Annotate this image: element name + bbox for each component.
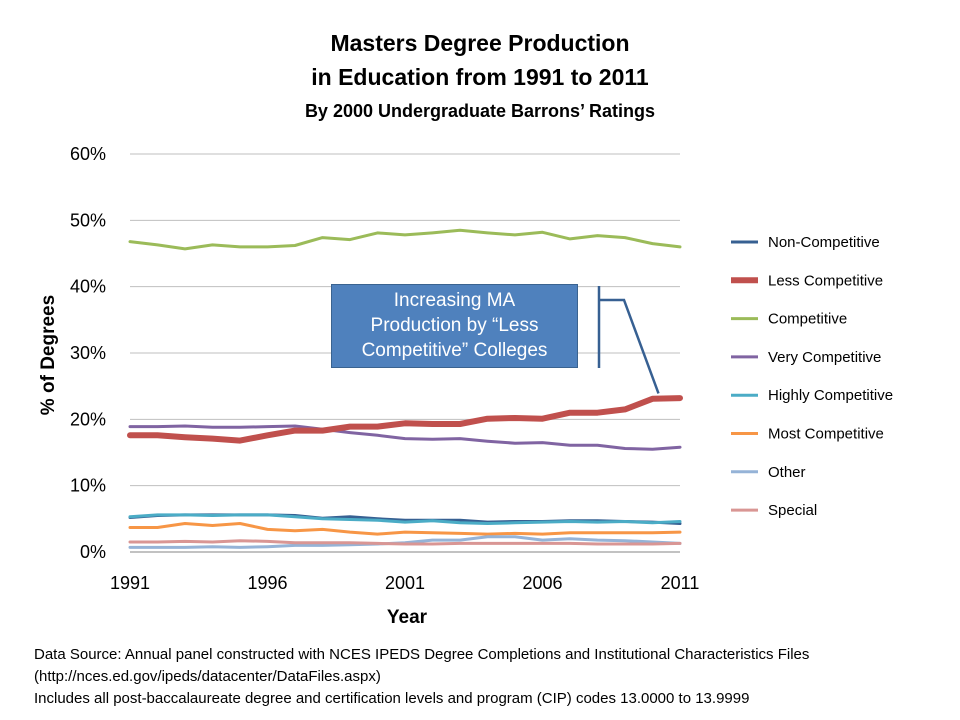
x-tick-label: 2001 <box>385 573 425 593</box>
x-tick-label: 2006 <box>522 573 562 593</box>
chart-subtitle: By 2000 Undergraduate Barrons’ Ratings <box>304 101 656 121</box>
chart-title-line-2: in Education from 1991 to 2011 <box>311 64 649 90</box>
y-axis-ticks: 0% 10% 20% 30% 40% 50% 60% <box>70 144 106 562</box>
x-axis-title: Year <box>387 607 428 628</box>
y-tick-label: 30% <box>70 343 106 363</box>
y-tick-label: 20% <box>70 409 106 429</box>
x-tick-label: 1991 <box>110 573 150 593</box>
legend-label: Non-Competitive <box>768 234 880 251</box>
y-tick-label: 40% <box>70 277 106 297</box>
series-line-less-competitive <box>127 395 683 444</box>
y-tick-label: 10% <box>70 476 106 496</box>
legend-label: Very Competitive <box>768 349 881 366</box>
callout-line-1: Increasing MA <box>393 290 516 311</box>
series-line-highly-competitive <box>128 513 682 525</box>
chart-title-line-1: Masters Degree Production <box>330 30 630 56</box>
legend-label: Most Competitive <box>768 426 884 443</box>
callout-annotation: Increasing MA Production by “Less Compet… <box>331 284 578 368</box>
x-tick-label: 2011 <box>661 573 700 593</box>
series-line-special <box>128 539 682 546</box>
legend-label: Highly Competitive <box>768 387 893 404</box>
y-axis-title: % of Degrees <box>38 295 59 415</box>
x-axis-ticks: 1991 1996 2001 2006 2011 <box>110 573 699 593</box>
y-tick-label: 60% <box>70 144 106 164</box>
series-line-competitive <box>128 228 682 251</box>
callout-leader-line <box>597 286 660 394</box>
source-line-3: Includes all post-baccalaureate degree a… <box>34 690 750 707</box>
series-line-most-competitive <box>128 522 682 536</box>
x-tick-label: 1996 <box>247 573 287 593</box>
source-line-2: (http://nces.ed.gov/ipeds/datacenter/Dat… <box>34 668 381 685</box>
data-source-note: Data Source: Annual panel constructed wi… <box>34 644 934 710</box>
source-line-1: Data Source: Annual panel constructed wi… <box>34 646 810 663</box>
legend-label: Other <box>768 464 806 481</box>
legend-label: Competitive <box>768 311 847 328</box>
callout-line-3: Competitive” Colleges <box>361 340 548 361</box>
y-tick-label: 0% <box>80 542 106 562</box>
legend-label: Less Competitive <box>768 272 883 289</box>
legend-label: Special <box>768 502 817 519</box>
y-tick-label: 50% <box>70 210 106 230</box>
callout-pointer <box>597 286 660 394</box>
series-line-very-competitive <box>128 424 682 451</box>
legend: Non-Competitive Less Competitive Competiti… <box>731 234 893 519</box>
callout-line-2: Production by “Less <box>370 315 539 336</box>
series-lines <box>127 228 683 549</box>
